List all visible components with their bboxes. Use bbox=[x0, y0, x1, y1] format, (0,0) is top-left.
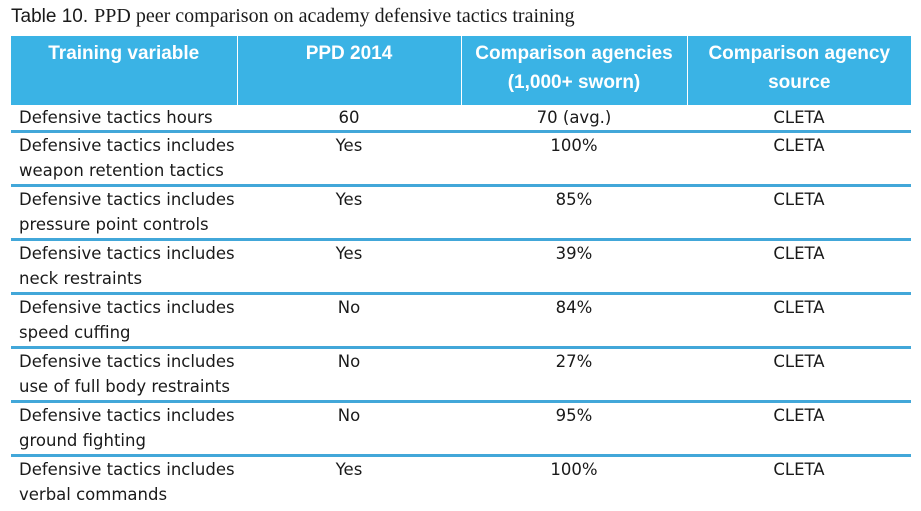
cell-variable: Defensive tactics includes neck restrain… bbox=[11, 238, 237, 294]
header-ppd-2014: PPD 2014 bbox=[236, 36, 461, 105]
table-row: Defensive tactics hours 60 70 (avg.) CLE… bbox=[11, 105, 911, 132]
header-comparison-agencies: Comparison agencies (1,000+ sworn) bbox=[460, 36, 687, 105]
cell-source: CLETA bbox=[687, 400, 911, 456]
cell-ppd: Yes bbox=[237, 454, 461, 508]
cell-ppd: Yes bbox=[237, 184, 461, 240]
cell-comparison: 70 (avg.) bbox=[536, 108, 612, 127]
cell-source: CLETA bbox=[687, 238, 911, 294]
header-row: Training variable PPD 2014 Comparison ag… bbox=[11, 36, 911, 105]
cell-source: CLETA bbox=[687, 292, 911, 348]
table-row: Defensive tactics includes weapon retent… bbox=[11, 130, 911, 186]
table-caption: Table 10. PPD peer comparison on academy… bbox=[11, 2, 575, 30]
cell-comparison: 39% bbox=[461, 238, 687, 294]
cell-ppd: Yes bbox=[237, 130, 461, 186]
header-comparison-source: Comparison agency source bbox=[686, 36, 911, 105]
table-row: Defensive tactics includes ground fighti… bbox=[11, 400, 911, 456]
table-row: Defensive tactics includes neck restrain… bbox=[11, 238, 911, 294]
cell-source: CLETA bbox=[687, 454, 911, 508]
cell-ppd: Yes bbox=[237, 238, 461, 294]
cell-ppd: No bbox=[237, 400, 461, 456]
table-row: Defensive tactics includes verbal comman… bbox=[11, 454, 911, 508]
table-row: Defensive tactics includes pressure poin… bbox=[11, 184, 911, 240]
cell-comparison: 95% bbox=[461, 400, 687, 456]
cell-comparison: 84% bbox=[461, 292, 687, 348]
cell-ppd: No bbox=[237, 292, 461, 348]
header-training-variable: Training variable bbox=[11, 36, 237, 105]
cell-comparison: 100% bbox=[461, 454, 687, 508]
cell-comparison: 85% bbox=[461, 184, 687, 240]
cell-variable: Defensive tactics hours bbox=[19, 108, 213, 127]
cell-ppd: No bbox=[237, 346, 461, 402]
cell-ppd: 60 bbox=[338, 108, 360, 127]
cell-source: CLETA bbox=[687, 346, 911, 402]
cell-variable: Defensive tactics includes verbal comman… bbox=[11, 454, 237, 508]
table-row: Defensive tactics includes use of full b… bbox=[11, 346, 911, 402]
cell-variable: Defensive tactics includes ground fighti… bbox=[11, 400, 237, 456]
cell-comparison: 27% bbox=[461, 346, 687, 402]
comparison-table: Training variable PPD 2014 Comparison ag… bbox=[11, 36, 911, 508]
cell-variable: Defensive tactics includes speed cuffing bbox=[11, 292, 237, 348]
cell-variable: Defensive tactics includes weapon retent… bbox=[11, 130, 237, 186]
caption-label: Table 10. bbox=[11, 6, 89, 27]
cell-variable: Defensive tactics includes pressure poin… bbox=[11, 184, 237, 240]
caption-title: PPD peer comparison on academy defensive… bbox=[94, 5, 575, 27]
table-row: Defensive tactics includes speed cuffing… bbox=[11, 292, 911, 348]
cell-comparison: 100% bbox=[461, 130, 687, 186]
cell-source: CLETA bbox=[773, 108, 825, 127]
cell-source: CLETA bbox=[687, 184, 911, 240]
cell-source: CLETA bbox=[687, 130, 911, 186]
cell-variable: Defensive tactics includes use of full b… bbox=[11, 346, 237, 402]
